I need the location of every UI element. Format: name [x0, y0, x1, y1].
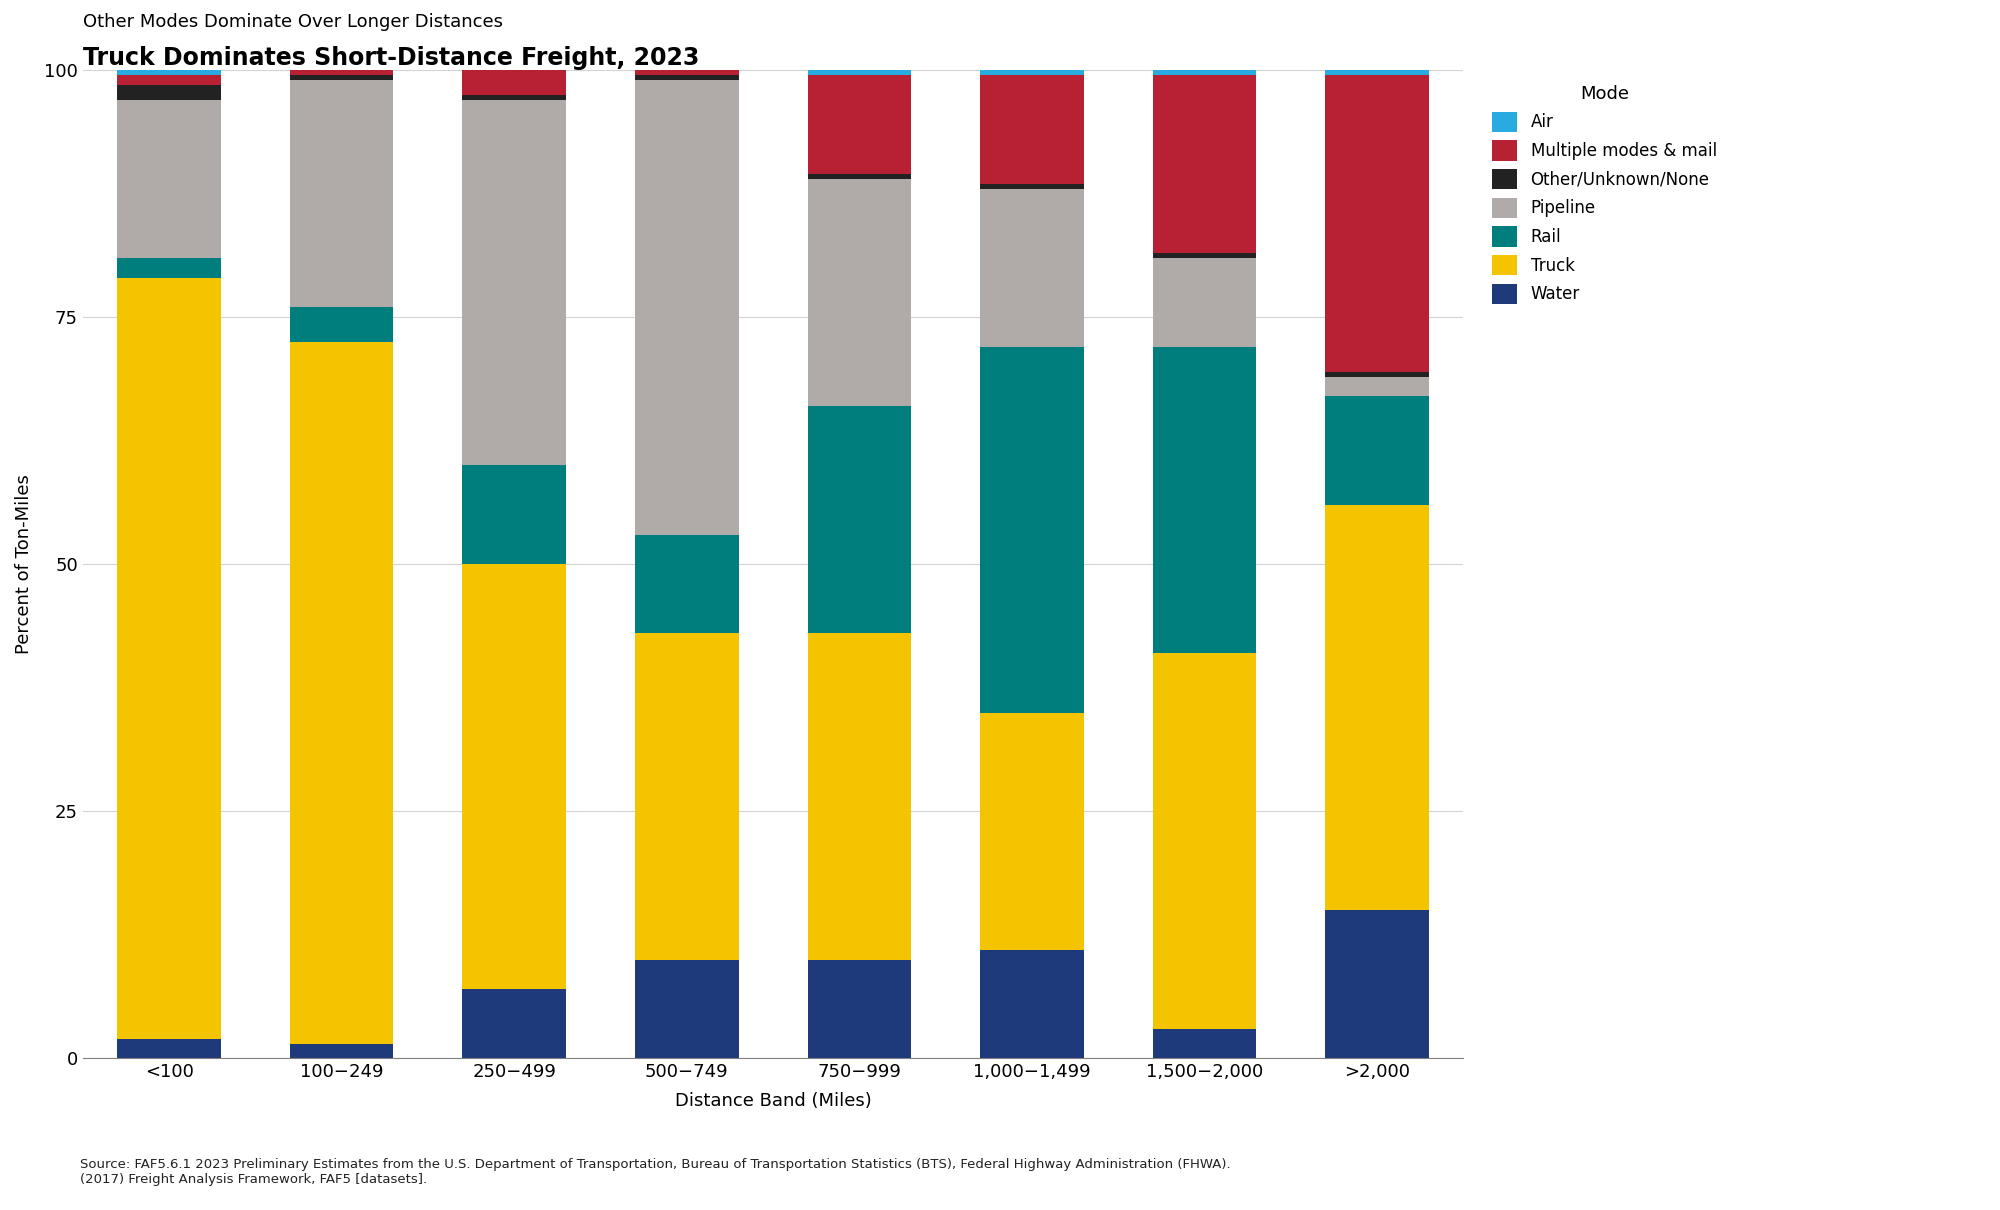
Bar	[462, 466, 566, 564]
Bar	[1152, 70, 1256, 75]
Bar	[1326, 70, 1428, 75]
Bar	[808, 174, 912, 179]
Bar	[290, 1043, 394, 1059]
Legend: Air, Multiple modes & mail, Other/Unknown/None, Pipeline, Rail, Truck, Water: Air, Multiple modes & mail, Other/Unknow…	[1486, 79, 1724, 311]
Bar	[1326, 75, 1428, 371]
Bar	[808, 75, 912, 174]
Bar	[636, 70, 738, 75]
Bar	[980, 713, 1084, 950]
Bar	[118, 85, 220, 100]
Bar	[1152, 258, 1256, 347]
Bar	[1326, 376, 1428, 397]
Bar	[118, 258, 220, 278]
Bar	[808, 960, 912, 1059]
Bar	[290, 342, 394, 1043]
X-axis label: Distance Band (Miles): Distance Band (Miles)	[674, 1093, 872, 1111]
Text: Other Modes Dominate Over Longer Distances: Other Modes Dominate Over Longer Distanc…	[82, 13, 502, 30]
Bar	[462, 564, 566, 989]
Bar	[290, 307, 394, 342]
Text: Truck Dominates Short-Distance Freight, 2023: Truck Dominates Short-Distance Freight, …	[82, 46, 700, 70]
Bar	[980, 189, 1084, 347]
Bar	[1326, 910, 1428, 1059]
Bar	[636, 634, 738, 960]
Bar	[980, 184, 1084, 189]
Bar	[118, 278, 220, 1038]
Bar	[980, 75, 1084, 184]
Bar	[1152, 75, 1256, 253]
Bar	[980, 950, 1084, 1059]
Bar	[462, 100, 566, 466]
Text: Source: FAF5.6.1 2023 Preliminary Estimates from the U.S. Department of Transpor: Source: FAF5.6.1 2023 Preliminary Estima…	[80, 1158, 1230, 1186]
Bar	[1152, 253, 1256, 258]
Bar	[1326, 371, 1428, 376]
Bar	[636, 960, 738, 1059]
Bar	[1326, 505, 1428, 910]
Bar	[636, 75, 738, 80]
Bar	[462, 70, 566, 94]
Bar	[1152, 347, 1256, 653]
Bar	[980, 70, 1084, 75]
Bar	[462, 989, 566, 1059]
Bar	[1152, 653, 1256, 1028]
Bar	[1152, 1028, 1256, 1059]
Bar	[290, 75, 394, 80]
Bar	[980, 347, 1084, 713]
Bar	[118, 1038, 220, 1059]
Bar	[118, 70, 220, 75]
Bar	[808, 634, 912, 960]
Bar	[118, 75, 220, 85]
Bar	[118, 100, 220, 258]
Bar	[636, 535, 738, 634]
Bar	[1326, 397, 1428, 505]
Bar	[808, 179, 912, 407]
Bar	[636, 80, 738, 535]
Bar	[290, 70, 394, 75]
Bar	[462, 94, 566, 100]
Bar	[808, 407, 912, 634]
Bar	[290, 80, 394, 307]
Y-axis label: Percent of Ton-Miles: Percent of Ton-Miles	[14, 474, 32, 655]
Bar	[808, 70, 912, 75]
